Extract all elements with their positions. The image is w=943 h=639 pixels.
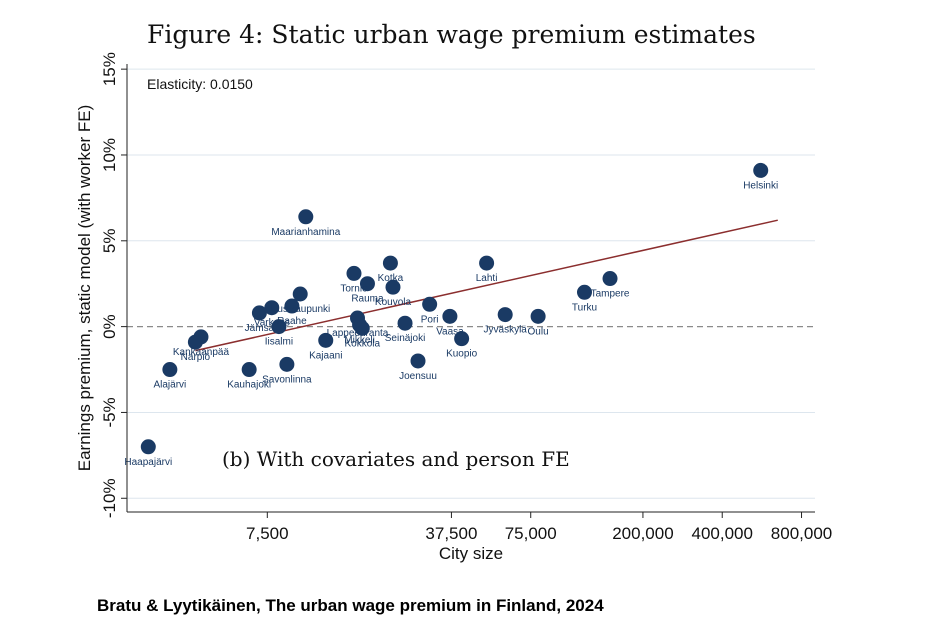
point-label-kuopio: Kuopio: [446, 349, 478, 360]
point-label-varkaus: Varkaus: [254, 318, 290, 329]
point-label-lappeenranta: Lappeenranta: [327, 328, 389, 339]
x-tick-label-2: 75,000: [505, 524, 557, 543]
point-label-jyvaskyla: Jyväskylä: [484, 325, 528, 336]
y-tick-label-4: 10%: [100, 138, 119, 172]
point-uusikaupunki: [292, 286, 308, 302]
point-rauma: [359, 276, 375, 292]
point-varkaus: [264, 300, 280, 316]
y-tick-label-2: 0%: [100, 314, 119, 339]
point-label-kajaani: Kajaani: [309, 350, 342, 361]
point-kokkola: [354, 320, 370, 336]
point-jyvaskyla: [497, 307, 513, 323]
point-label-turku: Turku: [572, 302, 597, 313]
point-label-tornio: Tornio: [340, 283, 368, 294]
point-label-iisalmi: Iisalmi: [265, 337, 293, 348]
point-label-pori: Pori: [421, 314, 439, 325]
fit-line: [195, 219, 778, 352]
grid-lines: [127, 68, 815, 499]
point-oulu: [530, 308, 546, 324]
x-tick-label-1: 37,500: [425, 524, 477, 543]
point-label-lahti: Lahti: [476, 273, 498, 284]
point-label-tampere: Tampere: [591, 289, 630, 300]
point-label-savonlinna: Savonlinna: [262, 374, 312, 385]
point-label-kankaanpaa: Kankaanpää: [173, 347, 230, 358]
x-tick-label-3: 200,000: [612, 524, 673, 543]
point-label-raahe: Raahe: [277, 316, 307, 327]
point-label-joensuu: Joensuu: [399, 371, 437, 382]
point-label-kokkola: Kokkola: [344, 338, 380, 349]
source-caption: Bratu & Lyytikäinen, The urban wage prem…: [97, 596, 604, 615]
point-label-rauma: Rauma: [351, 294, 384, 305]
elasticity-annotation: Elasticity: 0.0150: [147, 76, 253, 92]
panel-label: (b) With covariates and person FE: [222, 447, 570, 471]
point-label-oulu: Oulu: [528, 326, 549, 337]
point-iisalmi: [271, 319, 287, 335]
point-helsinki: [753, 162, 769, 178]
point-savonlinna: [279, 356, 295, 372]
point-pori: [422, 296, 438, 312]
x-tick-label-5: 800,000: [771, 524, 832, 543]
point-tornio: [346, 265, 362, 281]
point-tampere: [602, 271, 618, 287]
point-kauhajoki: [241, 362, 257, 378]
point-jamsa: [251, 305, 267, 321]
point-maarianhamina: [298, 209, 314, 225]
point-label-uusikaupunki: Uusikaupunki: [270, 304, 330, 315]
x-tick-label-4: 400,000: [692, 524, 753, 543]
x-axis-title: City size: [439, 544, 503, 563]
point-label-mikkeli: Mikkeli: [344, 335, 375, 346]
point-joensuu: [410, 353, 426, 369]
point-label-kauhajoki: Kauhajoki: [227, 380, 271, 391]
x-tick-label-0: 7,500: [246, 524, 289, 543]
point-label-seinajoki: Seinäjoki: [385, 333, 426, 344]
point-haapajarvi: [140, 439, 156, 455]
tick-labels: -10% -5% 0% 5% 10% 15% 7,500 37,500 75,000 200,00…: [100, 52, 832, 543]
y-tick-label-0: -10%: [100, 478, 119, 518]
point-kuopio: [454, 331, 470, 347]
point-label-helsinki: Helsinki: [743, 180, 778, 191]
point-kouvola: [385, 279, 401, 295]
y-tick-label-3: 5%: [100, 229, 119, 254]
point-turku: [576, 284, 592, 300]
point-label-kotka: Kotka: [378, 273, 404, 284]
point-seinajoki: [397, 315, 413, 331]
point-label-alajarvi: Alajärvi: [153, 380, 186, 391]
point-alajarvi: [162, 362, 178, 378]
point-vaasa: [442, 308, 458, 324]
y-axis-title: Earnings premium, static model (with wor…: [75, 105, 94, 472]
point-label-jamsa: Jämsä: [245, 323, 275, 334]
point-label-narpio: Närpiö: [181, 352, 211, 363]
point-kotka: [382, 255, 398, 271]
point-label-vaasa: Vaasa: [436, 326, 464, 337]
y-tick-label-1: -5%: [100, 397, 119, 427]
point-kajaani: [318, 332, 334, 348]
point-label-kouvola: Kouvola: [375, 297, 412, 308]
y-tick-label-5: 15%: [100, 52, 119, 86]
figure-title: Figure 4: Static urban wage premium esti…: [147, 20, 756, 49]
axes: [121, 64, 815, 518]
data-points: [140, 162, 769, 455]
point-narpio: [187, 334, 203, 350]
point-lahti: [479, 255, 495, 271]
point-label-maarianhamina: Maarianhamina: [271, 227, 340, 238]
point-label-haapajarvi: Haapajärvi: [124, 457, 172, 468]
point-raahe: [284, 298, 300, 314]
